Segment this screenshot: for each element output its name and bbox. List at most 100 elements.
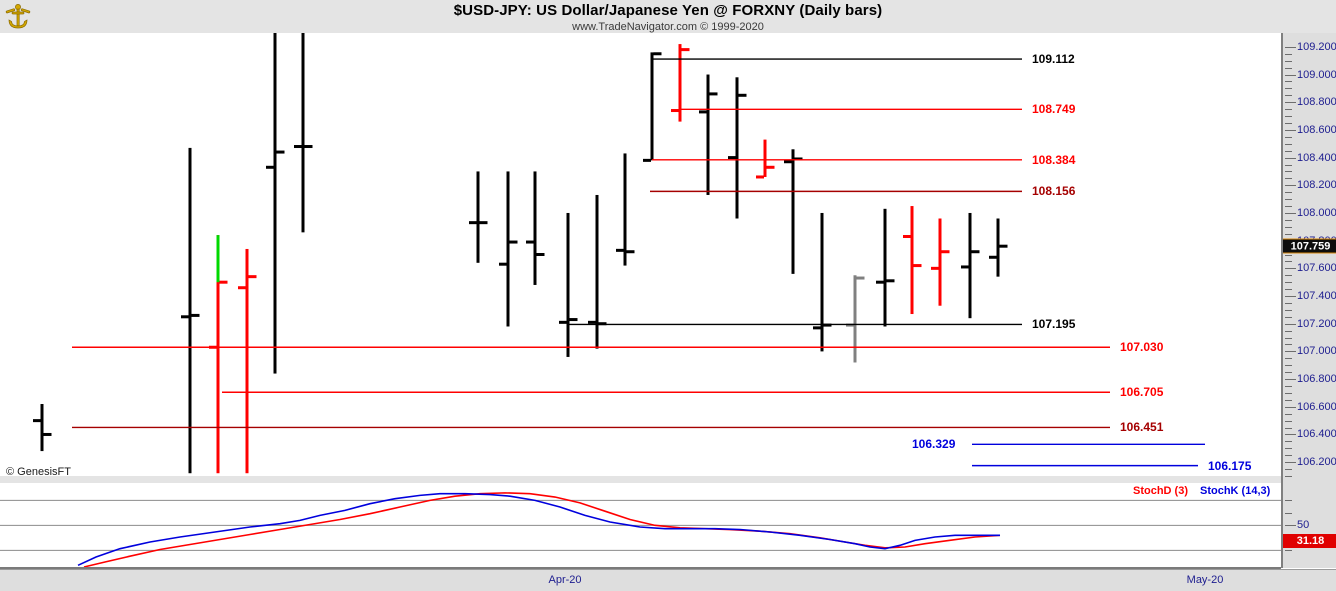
price-axis-minor-tick	[1285, 427, 1292, 429]
watermark-label: © GenesisFT	[6, 466, 71, 478]
price-axis-minor-tick	[1285, 254, 1292, 256]
price-axis-minor-tick	[1285, 441, 1292, 443]
ohlc-bar[interactable]	[671, 44, 690, 122]
ohlc-bar[interactable]	[33, 404, 52, 452]
price-level-label: 107.195	[1032, 317, 1076, 332]
price-axis-minor-tick	[1285, 316, 1292, 318]
ohlc-bar[interactable]	[499, 171, 518, 327]
price-axis-minor-tick	[1285, 88, 1292, 90]
ohlc-bar[interactable]	[643, 52, 662, 162]
price-axis-minor-tick	[1285, 233, 1292, 235]
stoch-legend-item: StochK (14,3)	[1200, 485, 1271, 497]
ohlc-bar[interactable]	[989, 218, 1008, 277]
price-axis-tick	[1285, 296, 1296, 298]
price-axis-minor-tick	[1285, 261, 1292, 263]
ohlc-bar[interactable]	[294, 33, 313, 233]
ohlc-bar[interactable]	[756, 139, 775, 179]
stochastic-panel[interactable]	[0, 483, 1281, 568]
price-axis-tick	[1285, 157, 1296, 159]
price-axis-tick	[1285, 434, 1296, 436]
stoch-axis-tick	[1285, 525, 1296, 527]
price-axis-minor-tick	[1285, 206, 1292, 208]
panel-divider	[0, 476, 1281, 483]
price-axis-label: 109.200	[1297, 40, 1336, 53]
ohlc-bar[interactable]	[876, 208, 895, 327]
price-axis-label: 106.600	[1297, 400, 1336, 413]
price-axis-minor-tick	[1285, 109, 1292, 111]
price-axis-minor-tick	[1285, 344, 1292, 346]
stoch-axis-minor-tick	[1285, 500, 1292, 502]
price-axis-minor-tick	[1285, 67, 1292, 69]
ohlc-bar[interactable]	[559, 212, 578, 357]
price-axis-minor-tick	[1285, 143, 1292, 145]
price-axis-minor-tick	[1285, 95, 1292, 97]
price-axis-label: 106.400	[1297, 428, 1336, 441]
stoch-legend-item: StochD (3)	[1133, 485, 1188, 497]
price-axis-label: 107.000	[1297, 345, 1336, 358]
price-level-label: 106.329	[912, 437, 956, 452]
price-axis-minor-tick	[1285, 358, 1292, 360]
ohlc-bar[interactable]	[469, 171, 488, 263]
price-plot-area	[33, 33, 1205, 474]
ohlc-bar[interactable]	[813, 212, 832, 352]
price-axis-tick	[1285, 46, 1296, 48]
price-axis-tick	[1285, 185, 1296, 187]
ohlc-bar[interactable]	[616, 153, 635, 266]
price-axis-minor-tick	[1285, 164, 1292, 166]
chart-subtitle: www.TradeNavigator.com © 1999-2020	[572, 21, 764, 33]
price-axis-minor-tick	[1285, 420, 1292, 422]
ohlc-bar[interactable]	[961, 212, 980, 319]
price-level-label: 109.112	[1032, 52, 1075, 67]
price-chart-panel[interactable]	[0, 33, 1281, 476]
price-axis-tick	[1285, 323, 1296, 325]
ohlc-bar[interactable]	[699, 74, 718, 195]
ohlc-bar[interactable]	[526, 171, 545, 285]
price-axis-label: 106.800	[1297, 373, 1336, 386]
price-axis-tick	[1285, 74, 1296, 76]
price-level-label: 106.175	[1208, 458, 1252, 473]
ohlc-bar[interactable]	[588, 194, 607, 349]
price-level-label: 108.384	[1032, 152, 1076, 167]
stoch-panel-bottom-rule	[0, 567, 1281, 569]
price-axis-tick	[1285, 379, 1296, 381]
price-axis-minor-tick	[1285, 413, 1292, 415]
stoch-k-line[interactable]	[77, 492, 1000, 567]
price-axis-tick	[1285, 406, 1296, 408]
price-axis-minor-tick	[1285, 282, 1292, 284]
ohlc-bar[interactable]	[209, 235, 228, 474]
current-price-marker: 107.759	[1283, 238, 1336, 254]
stoch-d-line[interactable]	[83, 492, 1001, 568]
price-axis-tick	[1285, 351, 1296, 353]
stoch-axis-minor-tick	[1285, 512, 1292, 514]
date-axis-label: Apr-20	[548, 574, 582, 586]
stochastic-plot-area	[0, 492, 1281, 568]
price-axis-label: 108.600	[1297, 123, 1336, 136]
ohlc-bar[interactable]	[266, 33, 285, 374]
date-axis[interactable]: Apr-20 May-20	[0, 569, 1336, 591]
header-band	[0, 0, 1336, 33]
price-axis[interactable]: 109.200 109.000 108.800 108.600 108.400 108.2…	[1281, 33, 1336, 568]
price-axis-label: 106.200	[1297, 456, 1336, 469]
price-level-label: 106.451	[1120, 420, 1164, 435]
ohlc-bar[interactable]	[238, 248, 257, 474]
ohlc-bar[interactable]	[784, 149, 803, 274]
ohlc-bar[interactable]	[846, 275, 865, 363]
price-axis-tick	[1285, 102, 1296, 104]
ohlc-bar[interactable]	[931, 218, 950, 306]
price-level-label: 108.156	[1032, 184, 1076, 199]
price-axis-minor-tick	[1285, 226, 1292, 228]
stoch-current-value-marker: 31.18	[1283, 534, 1336, 549]
price-axis-minor-tick	[1285, 199, 1292, 201]
price-axis-label: 108.800	[1297, 96, 1336, 109]
price-axis-minor-tick	[1285, 309, 1292, 311]
price-axis-minor-tick	[1285, 60, 1292, 62]
price-axis-tick	[1285, 268, 1296, 270]
price-axis-minor-tick	[1285, 53, 1292, 55]
price-axis-minor-tick	[1285, 330, 1292, 332]
price-axis-minor-tick	[1285, 171, 1292, 173]
price-axis-minor-tick	[1285, 337, 1292, 339]
price-axis-minor-tick	[1285, 392, 1292, 394]
ohlc-bar[interactable]	[903, 206, 922, 315]
ohlc-bar[interactable]	[728, 77, 747, 219]
ohlc-bar[interactable]	[181, 147, 200, 474]
